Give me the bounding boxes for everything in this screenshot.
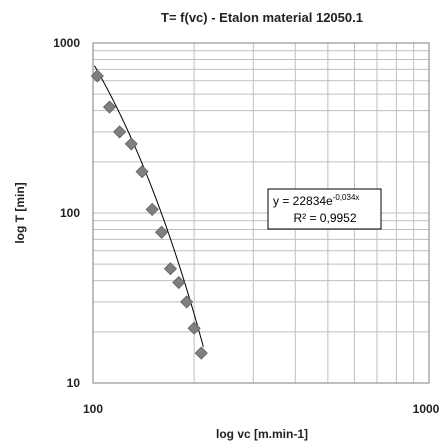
y-tick-label-1000: 1000 (53, 36, 80, 50)
y-axis-label: log T [min] (13, 182, 27, 243)
r-squared-label: R² = 0,9952 (293, 211, 356, 225)
data-point (145, 202, 159, 216)
data-points (90, 69, 208, 360)
y-tick-label-10: 10 (67, 376, 81, 390)
data-point (124, 137, 138, 151)
data-point (155, 225, 169, 239)
plot-area-border (92, 42, 430, 384)
data-point (102, 100, 117, 114)
x-tick-label-1000: 1000 (413, 402, 440, 416)
chart-title: T= f(vc) - Etalon material 12050.1 (161, 10, 363, 25)
data-point (135, 165, 149, 179)
equation-box-border (267, 188, 382, 230)
chart-grid (93, 43, 429, 383)
data-point (180, 295, 194, 309)
x-axis-ticks: 100 1000 (83, 402, 440, 416)
trendline-equation-box: y = 22834e-0,034x R² = 0,9952 (267, 188, 382, 230)
y-axis-ticks: 1000 100 10 (53, 36, 80, 390)
data-point (163, 262, 177, 276)
x-tick-label-100: 100 (83, 402, 103, 416)
trendline-equation: y = 22834e-0,034x (273, 193, 359, 208)
data-point (113, 125, 127, 139)
equation-main: y = 22834e (273, 194, 333, 208)
data-point (172, 275, 186, 290)
y-tick-label-100: 100 (60, 206, 80, 220)
data-point (194, 346, 208, 360)
data-point (90, 69, 104, 83)
data-point (187, 321, 201, 335)
equation-exponent: -0,034x (333, 193, 360, 202)
x-axis-label: log vc [m.min-1] (216, 427, 308, 441)
